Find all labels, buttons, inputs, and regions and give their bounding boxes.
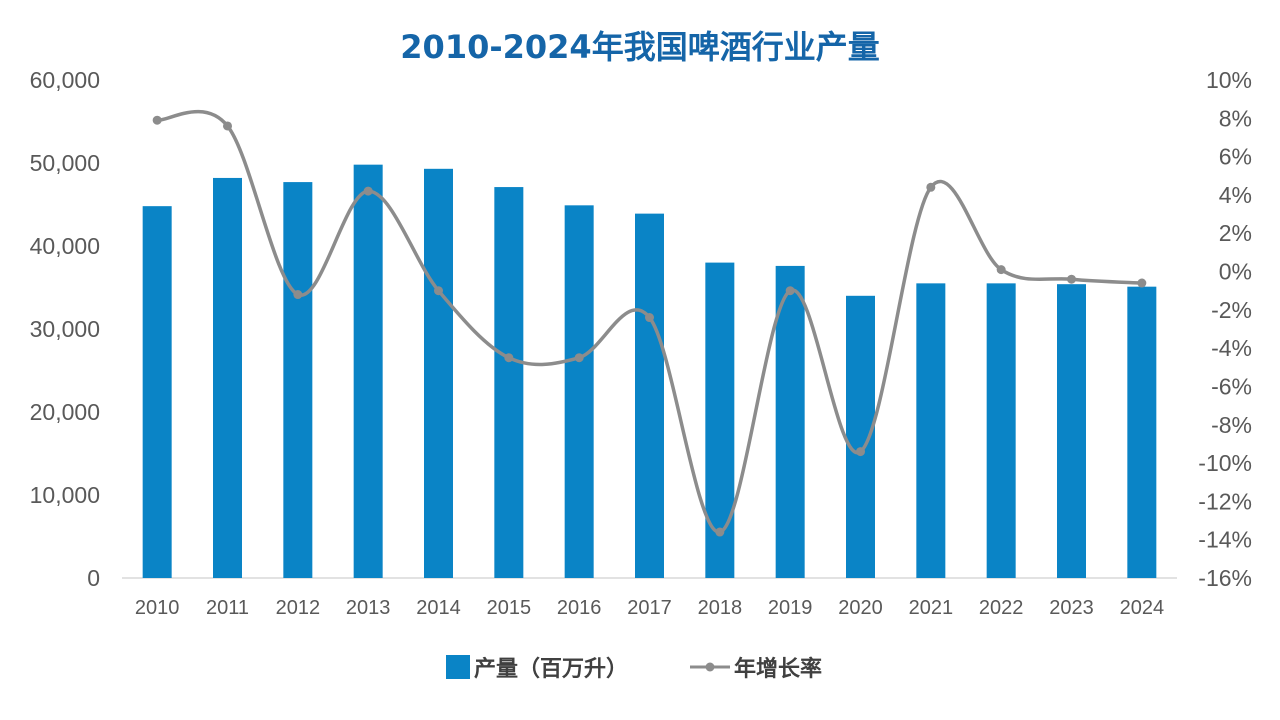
x-tick-label: 2019 (768, 597, 813, 619)
left-tick-label: 60,000 (30, 67, 100, 93)
right-tick-label: -12% (1198, 488, 1252, 514)
line-point (223, 121, 232, 131)
line-point (504, 353, 514, 363)
bar (353, 164, 383, 578)
legend-line-label: 年增长率 (734, 656, 822, 682)
right-tick-label: -8% (1211, 412, 1252, 438)
right-tick-label: 8% (1219, 105, 1252, 131)
right-tick-label: 0% (1219, 259, 1252, 285)
left-tick-label: 40,000 (30, 233, 100, 259)
x-tick-label: 2023 (1049, 597, 1094, 619)
x-tick-label: 2011 (206, 597, 249, 619)
right-tick-label: 6% (1219, 144, 1252, 170)
x-tick-label: 2015 (487, 597, 532, 619)
x-tick-label: 2013 (346, 597, 391, 619)
line-point (1067, 274, 1076, 284)
x-tick-label: 2016 (557, 597, 602, 619)
legend-bar-label: 产量（百万升） (474, 657, 628, 682)
bar (494, 187, 524, 578)
left-tick-label: 30,000 (30, 316, 100, 342)
right-tick-label: -6% (1211, 373, 1252, 399)
x-axis: 2010 2011 2012 2013 2014 2015 2016 2017 2018 2019… (135, 597, 1164, 619)
x-tick-label: 2022 (979, 597, 1024, 619)
right-tick-label: 10% (1206, 67, 1252, 93)
line-point (715, 527, 725, 537)
left-tick-label: 10,000 (30, 482, 100, 508)
bar (916, 283, 946, 578)
left-axis: 0 10,000 20,000 30,000 40,000 50,000 60,000 (30, 67, 100, 591)
line-point (152, 115, 162, 125)
line-point (574, 353, 584, 363)
right-axis: -16% -14% -12% -10% -8% -6% -4% -2% 0% 2% 4% 6% 8% 10… (1198, 67, 1252, 591)
bar (424, 168, 453, 578)
bar-series (142, 164, 1157, 578)
x-tick-label: 2014 (416, 597, 461, 619)
bar (986, 283, 1016, 578)
right-tick-label: 2% (1219, 220, 1252, 246)
right-tick-label: -16% (1198, 565, 1252, 591)
bar (1057, 284, 1086, 578)
legend-bar-swatch (446, 655, 470, 679)
bar (635, 213, 664, 578)
x-tick-label: 2017 (627, 597, 672, 619)
growth-line (157, 109, 1142, 534)
line-point (293, 290, 303, 300)
line-point (856, 447, 865, 457)
x-tick-label: 2024 (1120, 597, 1165, 619)
x-tick-label: 2021 (909, 597, 954, 619)
x-tick-label: 2020 (838, 597, 883, 619)
line-point (1137, 278, 1147, 288)
line-point (645, 313, 654, 323)
right-tick-label: -2% (1211, 297, 1252, 323)
legend-line-marker (705, 662, 715, 672)
right-tick-label: -4% (1211, 335, 1252, 361)
right-tick-label: 4% (1219, 182, 1252, 208)
left-tick-label: 20,000 (30, 399, 100, 425)
line-point (363, 186, 373, 196)
bar (142, 206, 172, 578)
line-series (152, 109, 1147, 537)
x-tick-label: 2010 (135, 597, 180, 619)
x-tick-label: 2018 (698, 597, 743, 619)
bar (283, 182, 313, 578)
bar (213, 177, 242, 578)
bar (775, 265, 805, 578)
right-tick-label: -14% (1198, 527, 1252, 553)
chart-title: 2010-2024年我国啤酒行业产量 (400, 28, 879, 66)
line-point (434, 286, 443, 296)
bar (564, 205, 594, 578)
left-tick-label: 0 (87, 565, 100, 591)
legend: 产量（百万升） 年增长率 (446, 655, 822, 682)
right-tick-label: -10% (1198, 450, 1252, 476)
line-point (926, 182, 936, 192)
left-tick-label: 50,000 (30, 150, 100, 176)
bar (1127, 286, 1157, 578)
line-point (785, 286, 795, 296)
line-point (996, 265, 1006, 275)
x-tick-label: 2012 (276, 597, 321, 619)
